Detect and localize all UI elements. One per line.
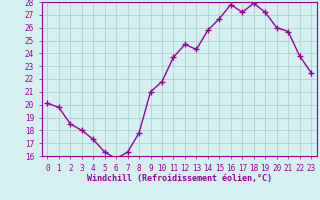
X-axis label: Windchill (Refroidissement éolien,°C): Windchill (Refroidissement éolien,°C) bbox=[87, 174, 272, 183]
